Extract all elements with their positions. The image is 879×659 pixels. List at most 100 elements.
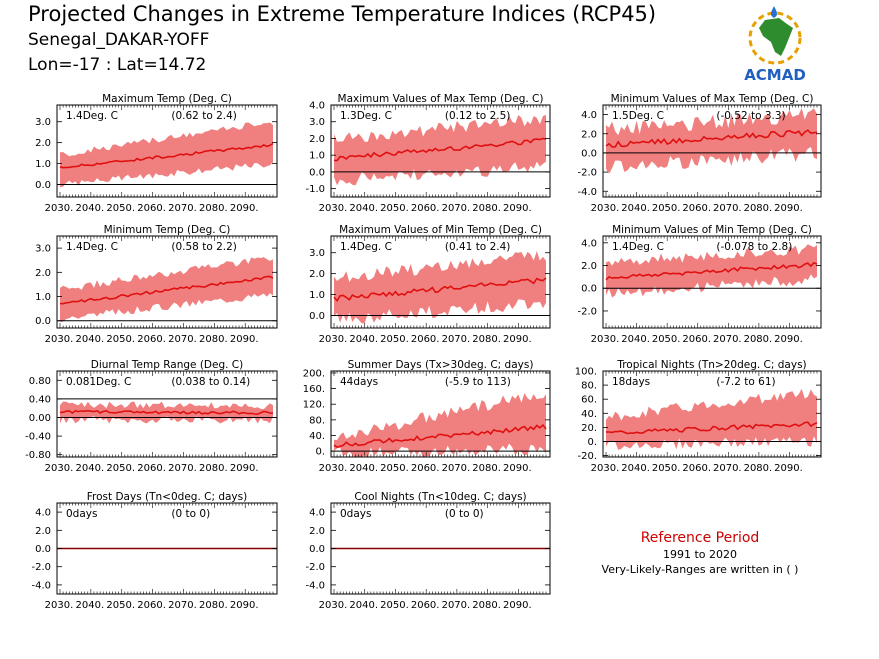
y-tick-label: -0.80 bbox=[25, 450, 51, 461]
y-tick-label: 60. bbox=[581, 395, 597, 406]
chart-panel-6: 2030. 2040. 2050. 2060. 2070. 2080. 2090. -0.80… bbox=[25, 359, 278, 474]
x-tick-label: 2090. bbox=[774, 334, 803, 345]
y-tick-label: 0.0 bbox=[35, 180, 51, 191]
y-tick-label: 2.0 bbox=[35, 268, 51, 279]
stat-label: 1.5Deg. C bbox=[612, 110, 664, 122]
plot-frame bbox=[602, 104, 822, 198]
range-band bbox=[334, 393, 546, 458]
x-tick-label: 2030. bbox=[319, 600, 348, 611]
x-tick-label: 2040. bbox=[349, 463, 378, 474]
x-tick-label: 2050. bbox=[380, 203, 409, 214]
y-tick-label: 3.0 bbox=[309, 117, 325, 128]
y-tick-label: 160. bbox=[303, 384, 325, 395]
x-tick-label: 2090. bbox=[503, 600, 532, 611]
x-tick-label: 2030. bbox=[45, 463, 74, 474]
y-tick-label: 120. bbox=[303, 400, 325, 411]
chart-title: Maximum Temp (Deg. C) bbox=[102, 93, 232, 105]
x-tick-label: 2040. bbox=[349, 600, 378, 611]
range-label: (-7.2 to 61) bbox=[716, 376, 775, 388]
y-tick-label: 20. bbox=[581, 423, 597, 434]
x-tick-label: 2090. bbox=[503, 334, 532, 345]
chart-title: Tropical Nights (Tn>20deg. C; days) bbox=[616, 359, 806, 371]
y-tick-label: 2.0 bbox=[581, 129, 597, 140]
x-tick-label: 2090. bbox=[503, 203, 532, 214]
y-tick-label: 3.0 bbox=[35, 244, 51, 255]
x-tick-label: 2060. bbox=[137, 463, 166, 474]
range-label: (0.41 to 2.4) bbox=[445, 241, 511, 253]
median-line bbox=[59, 275, 274, 305]
x-tick-label: 2040. bbox=[76, 203, 105, 214]
median-line bbox=[59, 142, 274, 169]
y-tick-label: -2.0 bbox=[577, 168, 597, 179]
y-tick-label: 4.0 bbox=[309, 101, 325, 112]
range-label: (-0.52 to 3.3) bbox=[716, 110, 785, 122]
x-tick-label: 2040. bbox=[621, 334, 650, 345]
stat-label: 18days bbox=[612, 376, 650, 388]
x-tick-label: 2040. bbox=[76, 600, 105, 611]
range-label: (-5.9 to 113) bbox=[445, 376, 511, 388]
stat-label: 1.4Deg. C bbox=[612, 241, 664, 253]
x-tick-label: 2080. bbox=[199, 203, 228, 214]
stat-label: 1.4Deg. C bbox=[340, 241, 392, 253]
y-tick-label: 0.0 bbox=[581, 148, 597, 159]
x-tick-label: 2050. bbox=[106, 463, 135, 474]
x-tick-label: 2080. bbox=[199, 463, 228, 474]
y-tick-label: 0.0 bbox=[309, 167, 325, 178]
x-tick-label: 2070. bbox=[168, 463, 197, 474]
x-tick-label: 2080. bbox=[744, 334, 773, 345]
y-tick-label: -20. bbox=[577, 451, 597, 462]
y-tick-label: -2.0 bbox=[577, 306, 597, 317]
x-tick-label: 2090. bbox=[774, 463, 803, 474]
y-tick-label: 2.0 bbox=[581, 261, 597, 272]
chart-panel-10: 2030. 2040. 2050. 2060. 2070. 2080. 2090. -4.0 -… bbox=[305, 491, 551, 611]
reference-period-label: Reference Period bbox=[640, 530, 760, 546]
chart-panel-1: 2030. 2040. 2050. 2060. 2070. 2080. 2090. -1.0 0… bbox=[305, 93, 551, 214]
range-band bbox=[60, 122, 273, 188]
x-tick-label: 2090. bbox=[230, 463, 259, 474]
y-tick-label: 40. bbox=[581, 409, 597, 420]
y-tick-label: 2.0 bbox=[309, 134, 325, 145]
range-band bbox=[606, 108, 817, 174]
x-tick-label: 2070. bbox=[713, 334, 742, 345]
x-tick-label: 2090. bbox=[230, 600, 259, 611]
chart-title: Cool Nights (Tn<10deg. C; days) bbox=[354, 491, 526, 503]
y-tick-label: 0. bbox=[315, 447, 325, 458]
x-tick-label: 2060. bbox=[137, 334, 166, 345]
x-tick-label: 2070. bbox=[442, 334, 471, 345]
y-tick-label: 0.0 bbox=[35, 544, 51, 555]
x-tick-label: 2050. bbox=[652, 203, 681, 214]
x-tick-label: 2050. bbox=[106, 334, 135, 345]
x-tick-label: 2070. bbox=[442, 463, 471, 474]
chart-title: Frost Days (Tn<0deg. C; days) bbox=[87, 491, 247, 503]
chart-panel-7: 2030. 2040. 2050. 2060. 2070. 2080. 2090. 0. 40.… bbox=[303, 359, 551, 474]
y-tick-label: -4.0 bbox=[577, 187, 597, 198]
x-tick-label: 2050. bbox=[652, 463, 681, 474]
chart-panel-2: 2030. 2040. 2050. 2060. 2070. 2080. 2090. -4.0 -… bbox=[577, 93, 822, 214]
y-tick-label: 1.0 bbox=[309, 290, 325, 301]
x-tick-label: 2040. bbox=[76, 334, 105, 345]
x-tick-label: 2030. bbox=[319, 334, 348, 345]
y-tick-label: 40. bbox=[309, 431, 325, 442]
x-tick-label: 2040. bbox=[76, 463, 105, 474]
africa-map-logo: ACMAD bbox=[744, 6, 806, 84]
x-tick-label: 2060. bbox=[137, 203, 166, 214]
x-tick-label: 2060. bbox=[411, 203, 440, 214]
x-tick-label: 2030. bbox=[45, 600, 74, 611]
median-line bbox=[605, 129, 818, 148]
x-tick-label: 2030. bbox=[45, 334, 74, 345]
x-tick-label: 2040. bbox=[621, 463, 650, 474]
x-tick-label: 2040. bbox=[349, 203, 378, 214]
figure-title: Projected Changes in Extreme Temperature… bbox=[28, 2, 657, 26]
x-tick-label: 2090. bbox=[503, 463, 532, 474]
y-tick-label: 1.0 bbox=[309, 151, 325, 162]
chart-title: Minimum Values of Min Temp (Deg. C) bbox=[612, 224, 812, 236]
x-tick-label: 2060. bbox=[682, 203, 711, 214]
y-tick-label: -2.0 bbox=[31, 562, 51, 573]
y-tick-label: 80. bbox=[309, 415, 325, 426]
x-tick-label: 2060. bbox=[411, 463, 440, 474]
logo-text: ACMAD bbox=[744, 66, 806, 84]
y-tick-label: -1.0 bbox=[305, 184, 325, 195]
x-tick-label: 2050. bbox=[652, 334, 681, 345]
range-label: (0.62 to 2.4) bbox=[171, 110, 237, 122]
